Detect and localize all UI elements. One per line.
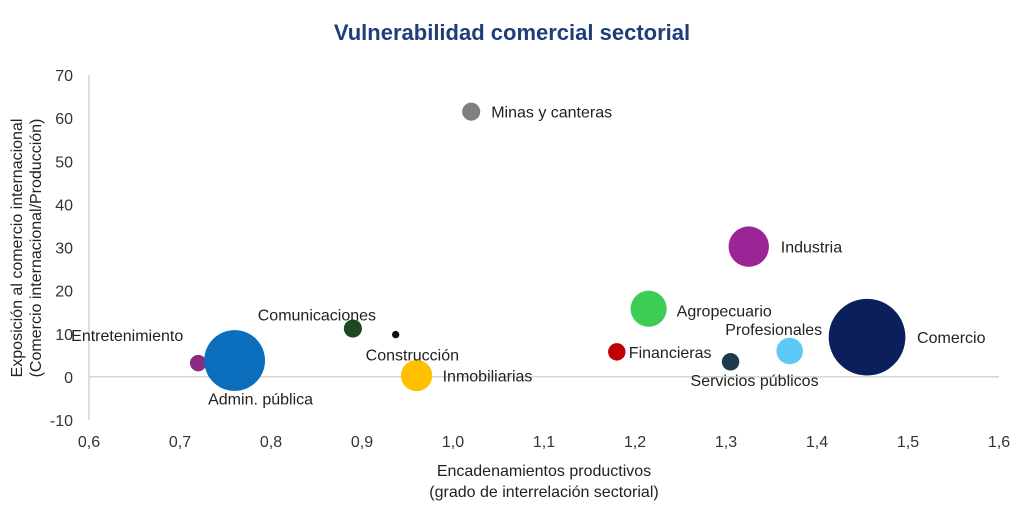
bubble-profesionales xyxy=(776,337,804,365)
y-tick-label: 60 xyxy=(55,111,73,128)
y-tick-label: 10 xyxy=(55,327,73,344)
labels-layer: Entretenimiento Admin. pública Comunicacio… xyxy=(71,105,985,409)
bubble-agropecuario xyxy=(630,290,667,327)
x-tick-label: 1,0 xyxy=(442,434,464,451)
y-tick-label: 50 xyxy=(55,154,73,171)
bubble-label: Servicios públicos xyxy=(691,373,819,390)
x-tick-label: 1,5 xyxy=(897,434,919,451)
axes-layer: -10 0 10 20 30 40 50 60 70 0,6 0,7 0,8 0,9 1,0 1,1 1,2 1… xyxy=(50,68,1010,451)
x-tick-label: 1,3 xyxy=(715,434,737,451)
y-axis-subtitle: (Comercio internacional/Producción) xyxy=(28,119,45,378)
bubble-financieras xyxy=(608,343,626,361)
bubble-label: Agropecuario xyxy=(677,304,772,321)
bubble-admin-pública xyxy=(204,330,266,391)
bubbles-layer xyxy=(189,102,906,392)
bubble-label: Construcción xyxy=(366,348,459,365)
x-tick-label: 1,4 xyxy=(806,434,828,451)
y-tick-label: 70 xyxy=(55,68,73,85)
y-tick-label: 30 xyxy=(55,241,73,258)
y-axis-title: Exposición al comercio internacional xyxy=(9,119,26,378)
x-tick-label: 1,2 xyxy=(624,434,646,451)
x-tick-label: 0,8 xyxy=(260,434,282,451)
y-tick-label: 40 xyxy=(55,197,73,214)
chart-title: Vulnerabilidad comercial sectorial xyxy=(333,20,691,45)
x-axis-subtitle: (grado de interrelación sectorial) xyxy=(429,484,658,501)
bubble-comunicaciones xyxy=(343,319,362,338)
y-tick-label: 0 xyxy=(64,370,73,387)
bubble-entretenimiento xyxy=(189,354,207,372)
bubble-servicios-públicos xyxy=(721,353,740,371)
y-tick-label: -10 xyxy=(50,413,73,430)
bubble-label: Minas y canteras xyxy=(491,105,612,122)
x-axis-title: Encadenamientos productivos xyxy=(437,463,651,480)
bubble-label: Comercio xyxy=(917,330,986,347)
bubble-construcción xyxy=(391,330,400,339)
y-tick-label: 20 xyxy=(55,284,73,301)
x-tick-label: 1,1 xyxy=(533,434,555,451)
bubble-label: Inmobiliarias xyxy=(443,369,533,386)
x-tick-label: 1,6 xyxy=(988,434,1010,451)
bubble-label: Industria xyxy=(781,240,842,257)
bubble-label: Financieras xyxy=(629,345,712,362)
bubble-label: Entretenimiento xyxy=(71,328,183,345)
bubble-industria xyxy=(728,226,769,267)
bubble-label: Admin. pública xyxy=(208,391,313,408)
bubble-label: Comunicaciones xyxy=(258,308,376,325)
x-tick-label: 0,7 xyxy=(169,434,191,451)
bubble-minas-y-canteras xyxy=(462,102,481,121)
bubble-label: Profesionales xyxy=(725,322,822,339)
x-tick-label: 0,6 xyxy=(78,434,100,451)
bubble-comercio xyxy=(828,298,906,376)
bubble-inmobiliarias xyxy=(400,359,433,392)
x-tick-label: 0,9 xyxy=(351,434,373,451)
